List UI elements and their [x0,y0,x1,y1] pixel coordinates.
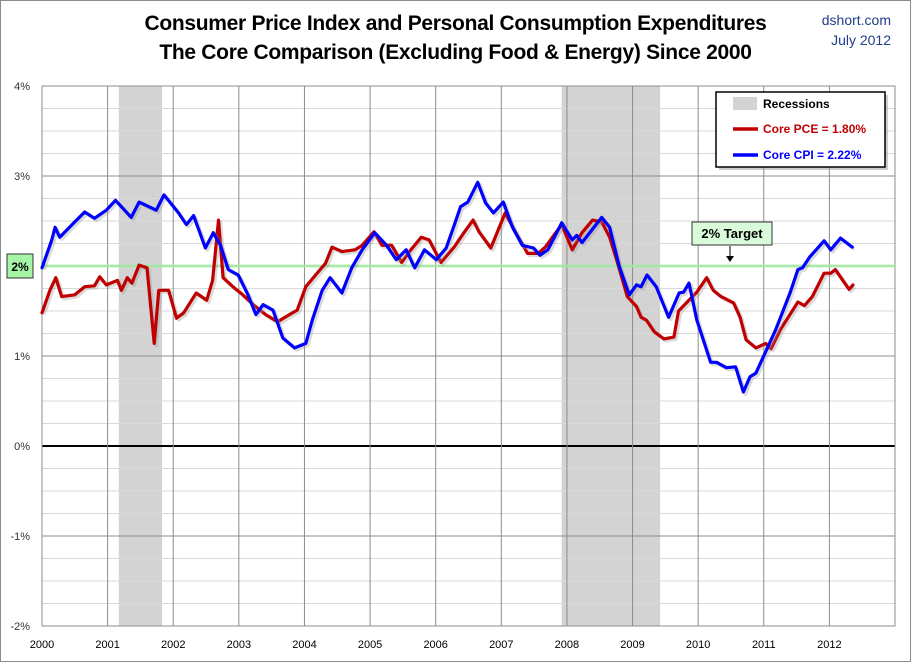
series-shadow [42,182,856,396]
x-tick-label: 2009 [620,639,644,651]
y-tick-label: 4% [14,81,30,93]
x-tick-label: 2012 [817,639,841,651]
x-tick-label: 2007 [489,639,513,651]
x-tick-label: 2010 [686,639,710,651]
legend-label-series: Core CPI = 2.22% [763,148,862,162]
x-tick-label: 2000 [30,639,54,651]
x-tick-label: 2001 [95,639,119,651]
x-tick-label: 2008 [555,639,579,651]
x-tick-label: 2011 [752,639,776,651]
plot-border [41,85,896,627]
x-tick-label: 2005 [358,639,382,651]
legend-label-recessions: Recessions [763,97,830,111]
x-tick-label: 2006 [423,639,447,651]
source-label: dshort.com [821,12,891,28]
legend-swatch-recessions [733,97,757,110]
legend-label-series: Core PCE = 1.80% [763,122,866,136]
date-label: July 2012 [831,32,891,48]
x-tick-label: 2004 [292,639,316,651]
core-pce-line [40,211,855,351]
y-tick-label: 3% [14,171,30,183]
target-axis-label: 2% [11,260,29,274]
target-callout-label: 2% Target [701,226,763,241]
y-tick-label: 0% [14,441,30,453]
target-callout-box [691,221,773,246]
y-tick-label: -2% [10,621,30,633]
chart-title: Consumer Price Index and Personal Consum… [144,12,767,35]
core-cpi-line [40,180,854,394]
target-axis-box [6,253,34,279]
x-tick-label: 2002 [161,639,185,651]
chart-subtitle: The Core Comparison (Excluding Food & En… [159,41,752,64]
y-tick-label: 1% [14,351,30,363]
y-tick-label: -1% [10,531,30,543]
arrow-down-icon [726,256,734,262]
x-tick-label: 2003 [227,639,251,651]
